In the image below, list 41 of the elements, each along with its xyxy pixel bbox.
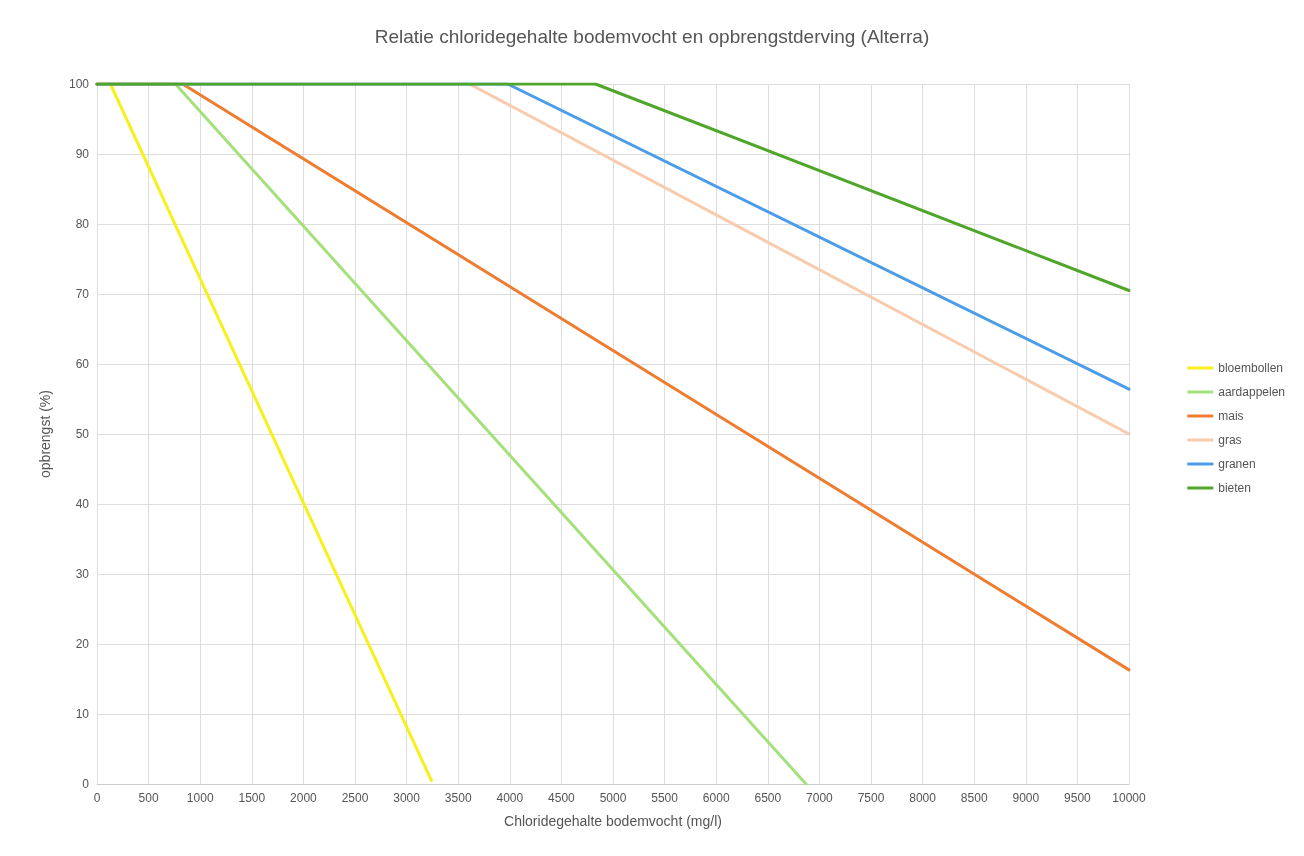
- x-tick-label: 0: [93, 791, 101, 805]
- x-tick-label: 500: [138, 791, 159, 805]
- x-tick-label: 6500: [754, 791, 782, 805]
- x-tick-label: 2500: [341, 791, 369, 805]
- x-tick-label: 5000: [599, 791, 627, 805]
- x-tick-label: 8500: [960, 791, 988, 805]
- y-tick-label: 60: [75, 357, 90, 371]
- x-axis-title: Chloridegehalte bodemvocht (mg/l): [504, 813, 722, 829]
- y-tick-label: 70: [75, 287, 90, 301]
- legend-label: granen: [1218, 457, 1256, 471]
- y-axis-title: opbrengst (%): [37, 390, 53, 478]
- chart-title: Relatie chloridegehalte bodemvocht en opbrengstderving (Alterra): [374, 26, 930, 47]
- y-tick-label: 20: [75, 637, 90, 651]
- x-tick-label: 8000: [909, 791, 937, 805]
- y-tick-label: 40: [75, 497, 90, 511]
- y-tick-label: 30: [75, 567, 90, 581]
- x-tick-label: 6000: [702, 791, 730, 805]
- x-tick-label: 7000: [806, 791, 834, 805]
- legend-label: bieten: [1218, 481, 1251, 495]
- x-tick-label: 3500: [444, 791, 472, 805]
- x-tick-label: 5500: [651, 791, 679, 805]
- y-tick-label: 10: [75, 707, 90, 721]
- y-tick-label: 50: [75, 427, 90, 441]
- x-tick-label: 1500: [238, 791, 266, 805]
- x-tick-label: 9500: [1064, 791, 1092, 805]
- x-tick-label: 9000: [1012, 791, 1040, 805]
- legend-label: mais: [1218, 409, 1244, 423]
- legend-label: aardappelen: [1218, 385, 1286, 399]
- x-tick-label: 7500: [857, 791, 885, 805]
- legend-label: gras: [1218, 433, 1242, 447]
- x-tick-label: 1000: [186, 791, 214, 805]
- y-tick-label: 90: [75, 147, 90, 161]
- legend-label: bloembollen: [1218, 361, 1283, 375]
- y-tick-label: 100: [68, 77, 90, 91]
- x-tick-label: 4000: [496, 791, 524, 805]
- x-tick-label: 3000: [393, 791, 421, 805]
- x-tick-label: 4500: [548, 791, 576, 805]
- y-tick-label: 80: [75, 217, 90, 231]
- y-tick-label: 0: [82, 777, 90, 791]
- x-tick-label: 2000: [290, 791, 318, 805]
- x-tick-label: 10000: [1112, 791, 1147, 805]
